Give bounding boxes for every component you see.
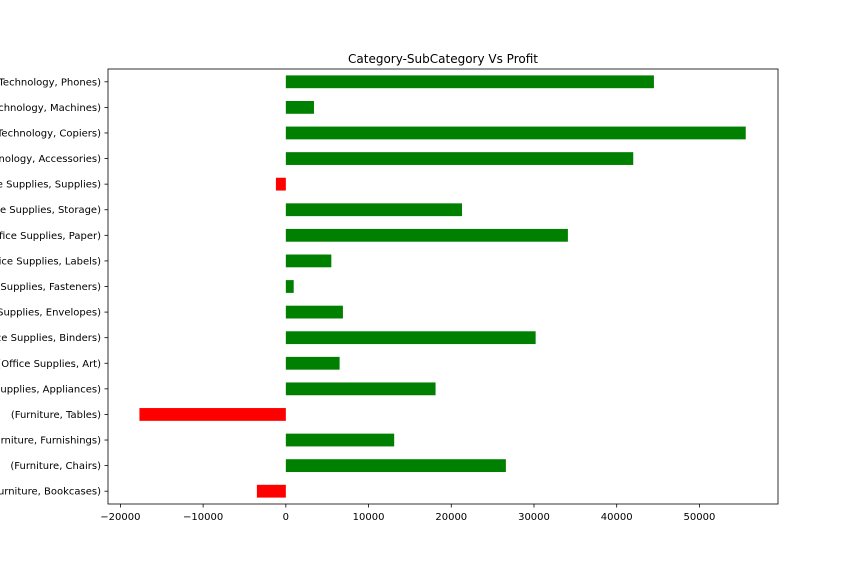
bar [285, 280, 294, 293]
y-tick-label: (Furniture, Chairs) [10, 461, 101, 472]
y-tick-label: (Office Supplies, Fasteners) [0, 282, 101, 293]
bar [285, 331, 536, 345]
y-tick-label: (Technology, Machines) [0, 103, 101, 114]
y-tick-label: (Office Supplies, Appliances) [0, 384, 101, 395]
x-tick-label: 20000 [435, 512, 467, 523]
bar [285, 228, 568, 242]
x-ticks-group: −20000 −10000 0 10000 20000 30000 40000 50000 [100, 504, 715, 523]
y-tick-labels: (Furniture, Bookcases) (Furniture, Chairs… [0, 77, 108, 498]
x-tick-label: −10000 [183, 512, 223, 523]
y-tick-label: (Office Supplies, Envelopes) [0, 308, 101, 319]
x-tick-label: 40000 [601, 512, 633, 523]
x-tick-label: −20000 [100, 512, 140, 523]
y-tick-label: (Furniture, Furnishings) [0, 436, 101, 447]
bar [285, 152, 634, 165]
plot-frame [107, 68, 779, 505]
x-tick-label: 50000 [684, 512, 716, 523]
bar [285, 100, 314, 114]
bar [285, 382, 436, 396]
bar [285, 203, 463, 217]
bar [285, 459, 506, 473]
y-tick-label: (Office Supplies, Supplies) [0, 180, 101, 191]
bar [285, 433, 395, 447]
bar [285, 126, 746, 140]
bar [275, 177, 286, 191]
y-tick-label: (Technology, Accessories) [0, 154, 101, 165]
y-tick-label: (Technology, Phones) [0, 77, 101, 88]
y-tick-label: (Furniture, Bookcases) [0, 487, 101, 498]
bar [256, 484, 286, 498]
bars-group [139, 75, 746, 498]
y-tick-label: (Office Supplies, Binders) [0, 333, 101, 344]
y-tick-label: (Office Supplies, Labels) [0, 256, 101, 267]
y-tick-label: (Technology, Copiers) [0, 128, 101, 139]
bar [285, 305, 343, 319]
y-tick-label: (Office Supplies, Art) [0, 359, 101, 370]
chart-title: Category-SubCategory Vs Profit [348, 52, 538, 66]
y-tick-label: (Office Supplies, Paper) [0, 231, 101, 242]
bar [139, 408, 286, 421]
y-tick-label: (Furniture, Tables) [11, 410, 101, 421]
y-tick-label: (Office Supplies, Storage) [0, 205, 101, 216]
bar [285, 356, 340, 370]
x-tick-label: 10000 [353, 512, 385, 523]
bar [285, 254, 332, 268]
x-tick-label: 0 [283, 512, 289, 523]
bar [285, 75, 654, 89]
x-tick-label: 30000 [518, 512, 550, 523]
